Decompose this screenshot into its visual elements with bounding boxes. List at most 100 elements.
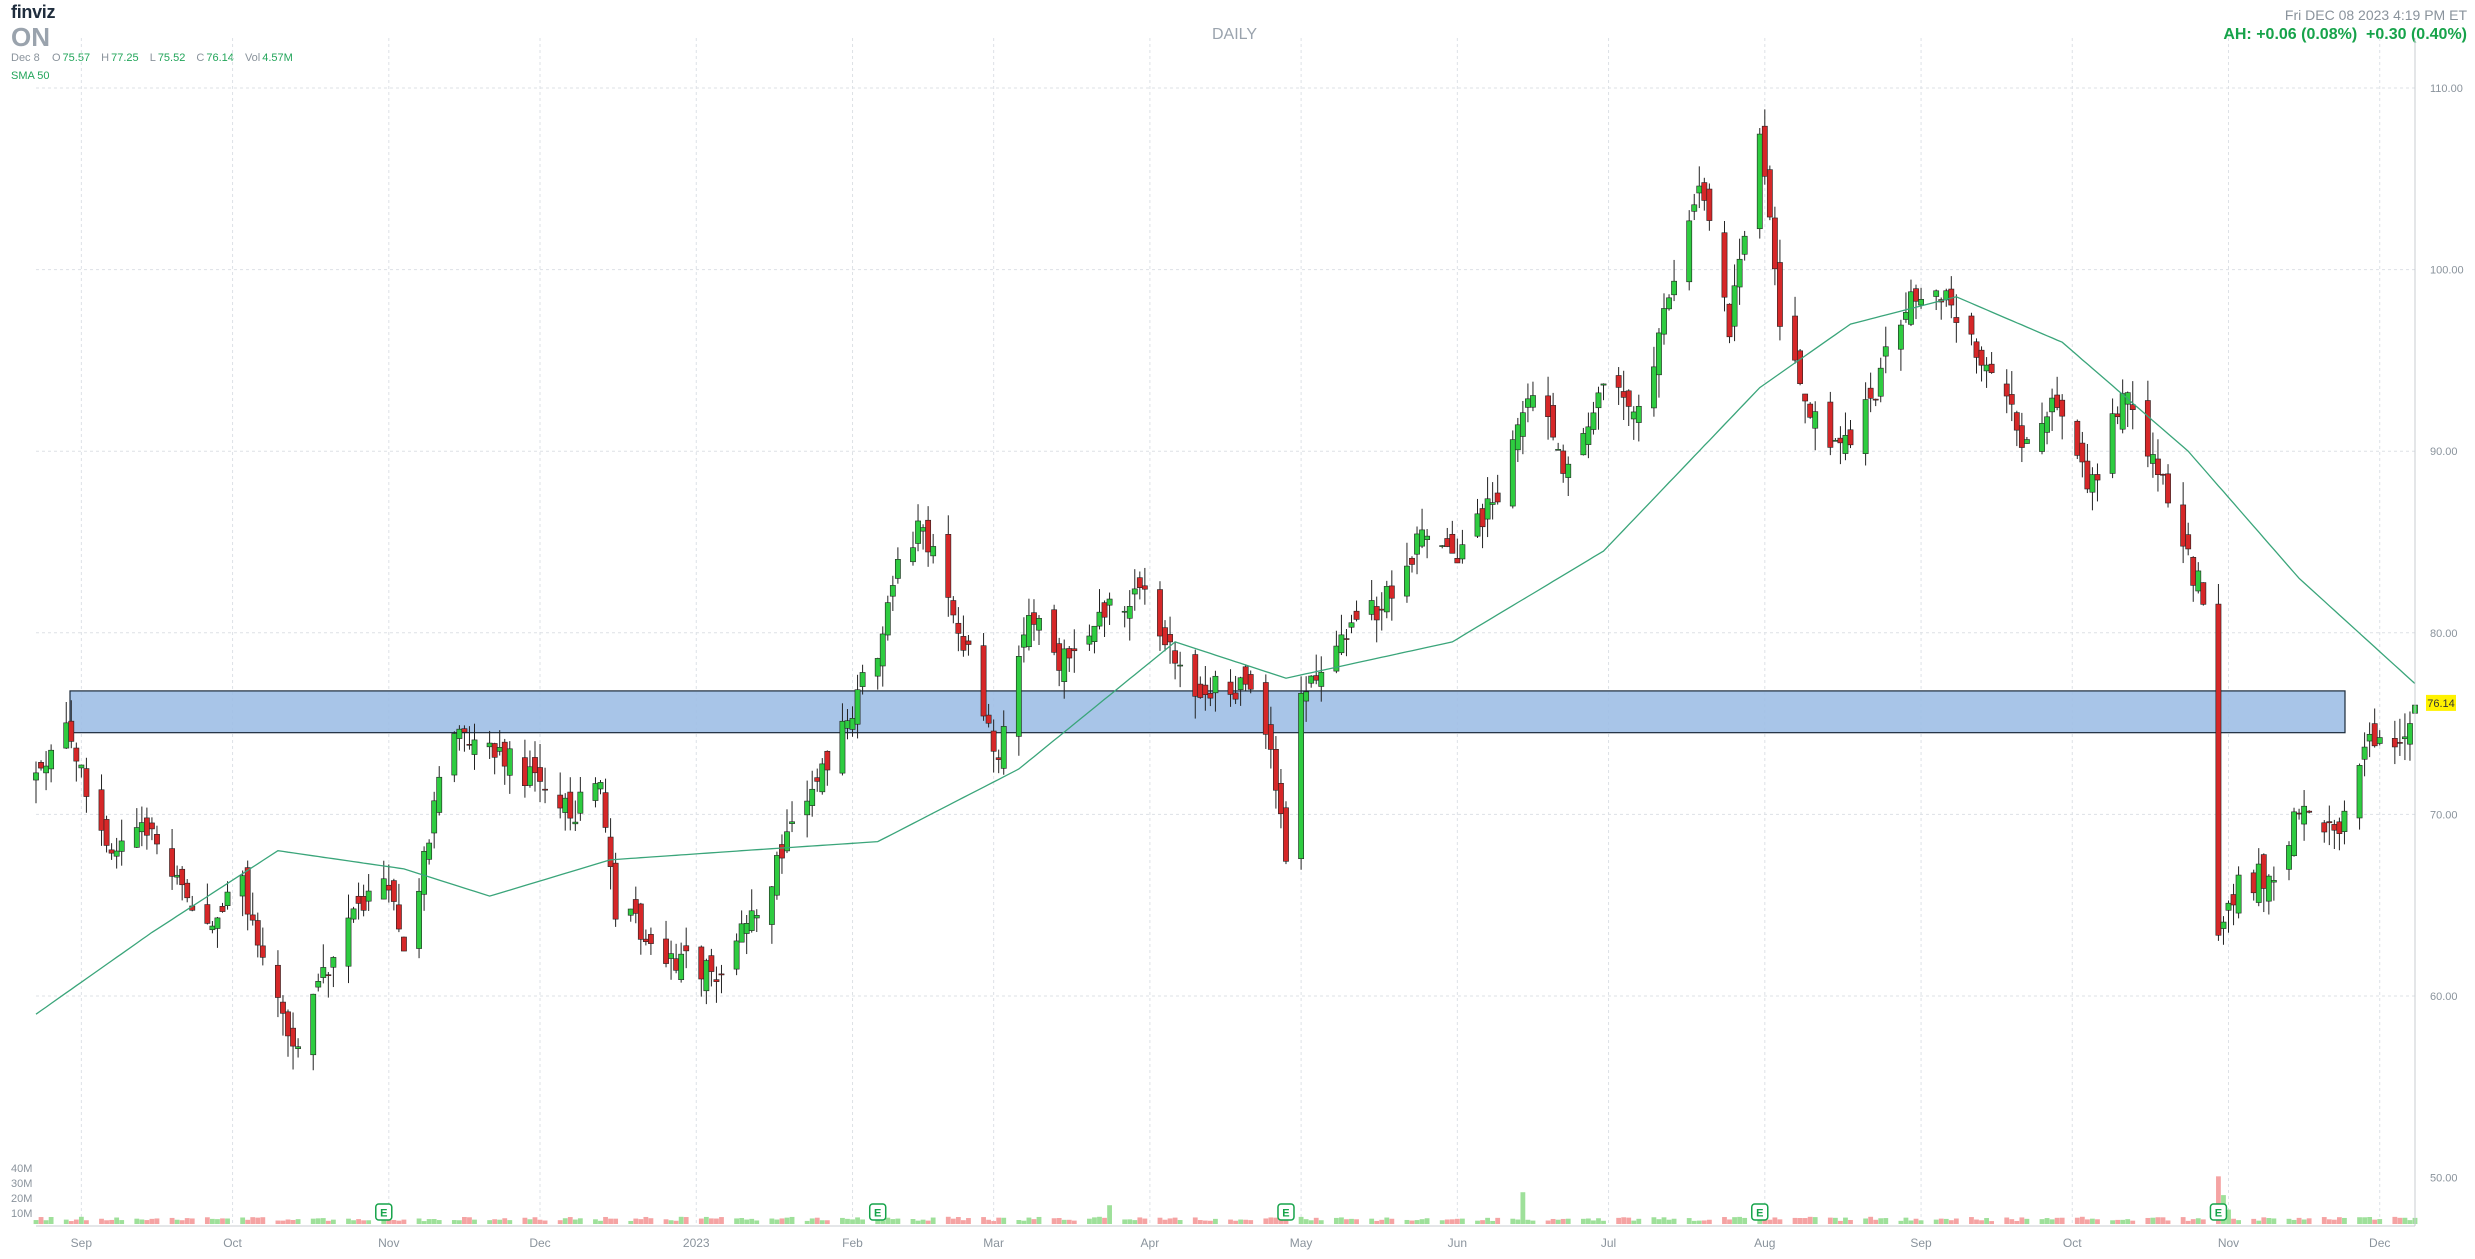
candle-body [290,1027,296,1047]
candle [1635,394,1642,442]
candle [2044,411,2050,445]
candle-body [819,763,826,793]
candle [1494,474,1501,505]
sma-legend[interactable]: SMA 50 [11,70,50,82]
candle-body [1414,533,1420,555]
candle-body [2094,474,2101,481]
candle [385,864,392,903]
volume-bar [2326,1219,2332,1224]
earnings-marker[interactable]: E [375,1203,393,1221]
candle-body [1983,364,1990,372]
candle-body [1348,622,1355,628]
candle-body [385,884,392,891]
volume-bar [1142,1218,1148,1224]
candle-body [854,689,861,725]
candle [2366,722,2373,758]
candle [1771,206,1778,286]
earnings-marker[interactable]: E [1277,1203,1295,1221]
candle-body [1701,182,1708,201]
sma50-layer [35,296,2416,1015]
y-tick-label: 50.00 [2430,1173,2458,1185]
candle [960,615,967,657]
candle-body [1590,412,1597,430]
volume-bar [719,1217,724,1224]
candle [567,777,574,831]
earnings-label: E [874,1208,881,1220]
volume-bar [456,1220,462,1224]
candle-body [214,917,221,929]
volume-bar [2372,1219,2378,1224]
candle [1419,508,1425,549]
earnings-marker[interactable]: E [2209,1203,2228,1221]
volume-bar [1878,1218,1884,1224]
volume-bar [1767,1219,1773,1224]
candle [980,633,987,721]
volume-bar [1585,1218,1591,1224]
candle-body [1172,650,1178,664]
candle [673,943,680,974]
candle-body [1842,435,1849,454]
candle [1232,675,1239,705]
volume-bar [1495,1217,1501,1224]
candle-body [748,910,755,931]
volume-bar [1706,1219,1712,1224]
candle [1545,376,1551,440]
ticker-symbol: ON [11,22,50,52]
candle [1933,289,1940,311]
volume-bar [2342,1217,2347,1224]
volume-bar [1621,1217,1627,1224]
volume-bar [663,1219,669,1224]
earnings-marker[interactable]: E [868,1203,887,1221]
volume-bar [603,1216,608,1224]
candle-body [2059,399,2066,417]
candle-body [259,945,266,958]
volume-bar [1248,1220,1254,1224]
volume-bar [451,1220,457,1224]
volume-bar [1263,1218,1269,1224]
candle-body [1736,258,1743,288]
candle [1136,571,1143,600]
candle-body [219,906,226,912]
candle-body [244,867,251,915]
volume-bar [487,1220,493,1224]
volume-bar [361,1220,367,1224]
candle-body [1051,609,1058,653]
volume-bar [1202,1220,1208,1224]
volume-bar [1631,1220,1637,1224]
candle-body [607,836,614,867]
candle [2089,467,2096,511]
earnings-badge [868,1203,887,1221]
volume-bar [1686,1218,1692,1224]
candle-body [2235,874,2242,914]
volume-bar [2165,1220,2171,1224]
candle [48,744,55,783]
candle [1943,288,1950,307]
candle-body [1192,654,1199,697]
volume-bar [1157,1217,1163,1224]
candle-body [849,718,856,730]
earnings-marker[interactable]: E [1751,1203,1769,1221]
candle-body [718,973,725,976]
candle-body [1303,691,1310,702]
volume-bar [1984,1218,1989,1224]
candle-body [2321,822,2328,833]
volume-bar [401,1219,407,1224]
volume-bar [255,1217,261,1224]
candle-body [1449,533,1456,554]
finviz-logo[interactable]: finviz [11,2,56,22]
volume-bar [1530,1220,1536,1224]
candle-body [2225,902,2232,911]
candle-body [1867,387,1874,399]
candle [1267,706,1274,769]
candle [275,950,281,1018]
candle-body [1761,125,1768,177]
candle-body [1802,393,1809,402]
volume-bar [1092,1217,1097,1224]
candle [2396,718,2403,756]
candle [2391,720,2398,765]
volume-bar [260,1217,266,1224]
candle [1454,538,1461,564]
volume-bar [1061,1219,1067,1224]
volume-value: 4.57M [262,52,293,64]
